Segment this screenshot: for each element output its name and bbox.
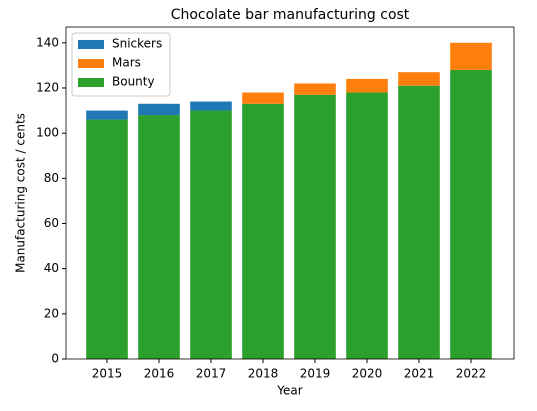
x-tick-label: 2017 (196, 367, 227, 381)
bar (294, 94, 336, 360)
y-tick-label: 20 (44, 306, 59, 320)
bar (190, 101, 232, 111)
y-tick-label: 60 (44, 216, 59, 230)
y-tick-label: 40 (44, 261, 59, 275)
legend-label: Bounty (112, 75, 155, 89)
x-tick-label: 2019 (300, 367, 331, 381)
bar (450, 42, 492, 70)
x-tick-label: 2018 (248, 367, 279, 381)
y-tick-label: 80 (44, 171, 59, 185)
bar (242, 103, 284, 359)
bar (138, 115, 180, 359)
legend-swatch (78, 78, 104, 87)
bar (242, 92, 284, 104)
legend-swatch (78, 40, 104, 49)
chart-title: Chocolate bar manufacturing cost (171, 7, 410, 23)
x-tick-label: 2021 (404, 367, 435, 381)
x-tick-label: 2015 (92, 367, 123, 381)
legend-swatch (78, 59, 104, 68)
bar (138, 103, 180, 116)
legend-label: Mars (112, 56, 141, 70)
bar (398, 72, 440, 86)
bar (294, 83, 336, 95)
y-tick-label: 120 (36, 80, 59, 94)
plot-frame (65, 26, 515, 360)
bar (190, 110, 232, 359)
x-axis-label: Year (276, 384, 302, 398)
x-tick-label: 2016 (144, 367, 175, 381)
bar (86, 110, 128, 120)
legend-label: Snickers (112, 37, 162, 51)
x-tick-label: 2020 (352, 367, 383, 381)
y-tick-label: 100 (36, 126, 59, 140)
y-tick-label: 0 (51, 352, 59, 366)
bar (346, 92, 388, 360)
x-tick-label: 2022 (456, 367, 487, 381)
bar (86, 119, 128, 360)
bar (398, 85, 440, 360)
y-tick-label: 140 (36, 35, 59, 49)
bar (346, 78, 388, 93)
y-axis-label: Manufacturing cost / cents (14, 113, 28, 273)
bar (450, 69, 492, 360)
